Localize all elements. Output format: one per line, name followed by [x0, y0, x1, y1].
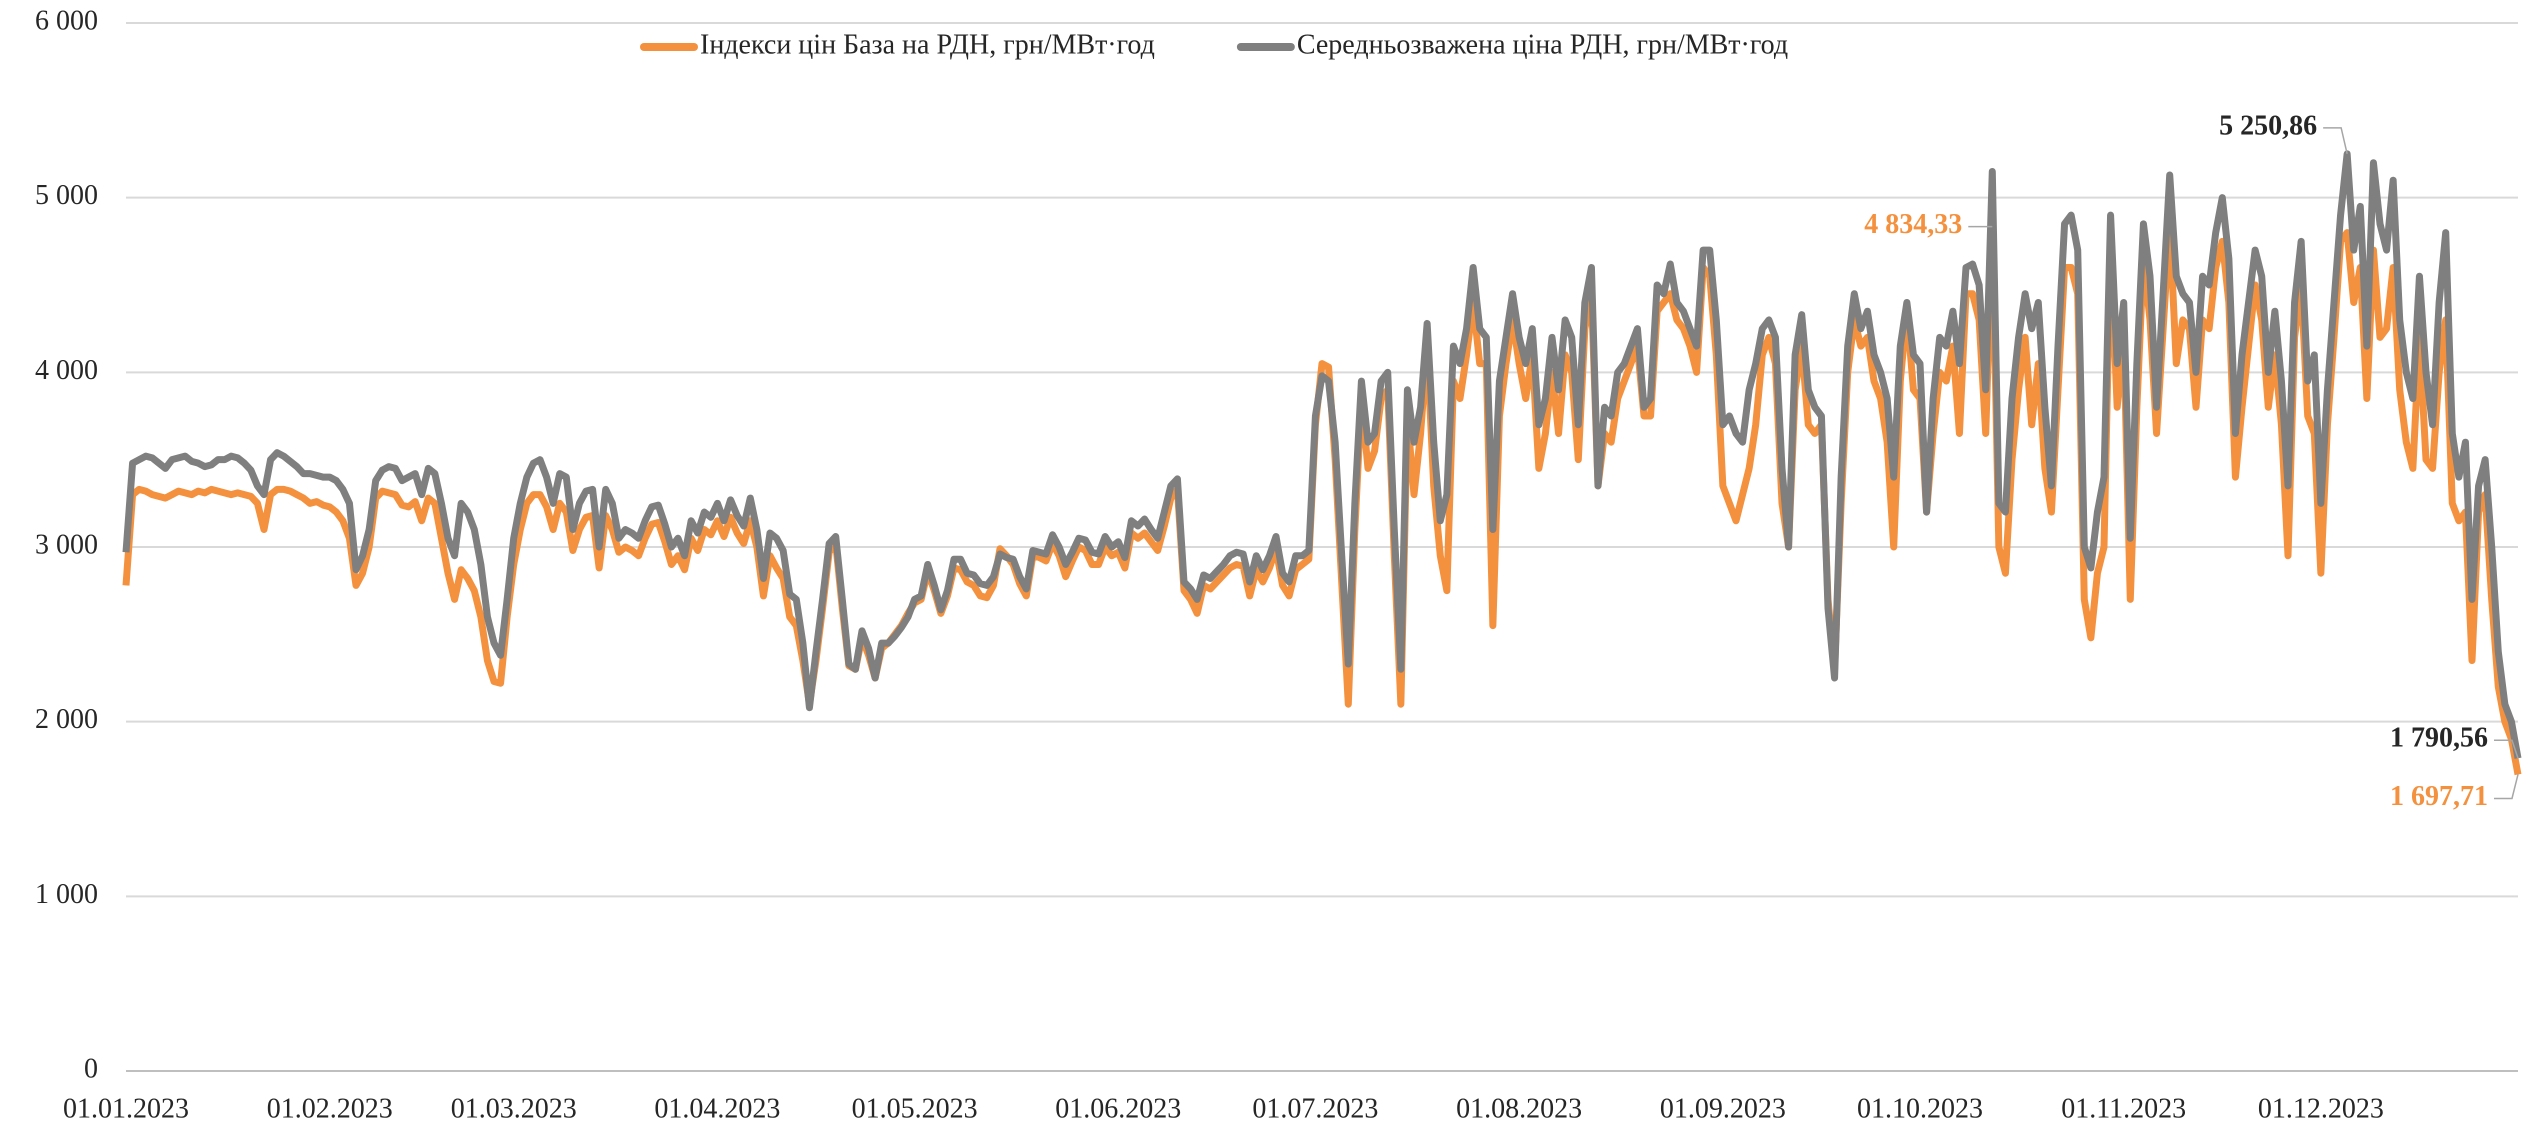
x-tick-label: 01.09.2023 [1660, 1093, 1786, 1124]
x-tick-label: 01.05.2023 [852, 1093, 978, 1124]
legend-label: Індекси цін База на РДН, грн/МВт·год [700, 29, 1155, 60]
data-label: 5 250,86 [2219, 110, 2317, 141]
y-tick-label: 6 000 [35, 5, 98, 36]
data-label: 1 697,71 [2390, 781, 2488, 812]
line-series [122, 220, 2522, 776]
data-label: 4 834,33 [1864, 209, 1962, 240]
y-tick-label: 5 000 [35, 180, 98, 211]
y-tick-label: 2 000 [35, 704, 98, 735]
x-tick-label: 01.04.2023 [654, 1093, 780, 1124]
x-tick-label: 01.07.2023 [1252, 1093, 1378, 1124]
y-tick-label: 0 [84, 1053, 98, 1084]
y-tick-label: 4 000 [35, 355, 98, 386]
line-series [122, 150, 2522, 759]
x-tick-label: 01.08.2023 [1456, 1093, 1582, 1124]
y-tick-label: 1 000 [35, 879, 98, 910]
x-tick-label: 01.12.2023 [2258, 1093, 2384, 1124]
x-tick-label: 01.10.2023 [1857, 1093, 1983, 1124]
label-leader [2494, 739, 2519, 759]
label-leader [2494, 774, 2519, 800]
x-tick-label: 01.03.2023 [451, 1093, 577, 1124]
x-tick-label: 01.02.2023 [267, 1093, 393, 1124]
x-tick-label: 01.01.2023 [63, 1093, 189, 1124]
x-tick-label: 01.11.2023 [2061, 1093, 2186, 1124]
data-label: 1 790,56 [2390, 723, 2488, 754]
y-tick-label: 3 000 [35, 529, 98, 560]
label-leader [2323, 127, 2348, 155]
x-tick-label: 01.06.2023 [1055, 1093, 1181, 1124]
legend-label: Середньозважена ціна РДН, грн/МВт·год [1297, 29, 1788, 60]
